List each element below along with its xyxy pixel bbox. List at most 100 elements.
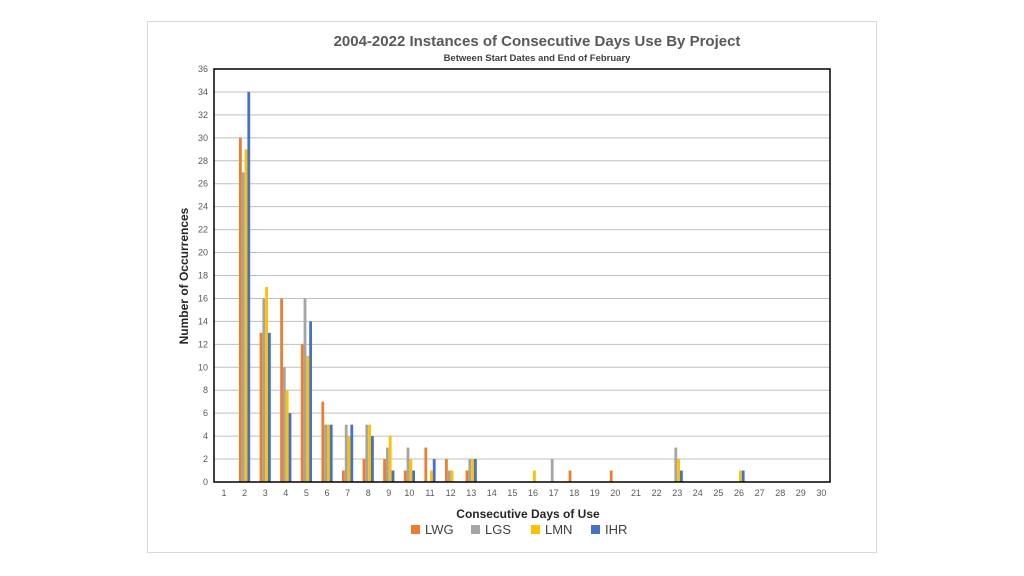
bar-lgs (262, 298, 266, 482)
legend-label-lwg: LWG (425, 522, 454, 537)
x-tick-label: 27 (755, 488, 765, 498)
bar-lmn (306, 355, 310, 482)
y-tick-label: 26 (198, 179, 208, 189)
bar-lwg (568, 470, 572, 482)
bar-lgs (550, 459, 554, 482)
x-tick-label: 2 (242, 488, 247, 498)
y-tick-label: 16 (198, 293, 208, 303)
legend-label-ihr: IHR (605, 522, 627, 537)
y-tick-label: 28 (198, 156, 208, 166)
legend-swatch-ihr (591, 525, 600, 534)
bar-ihr (329, 424, 333, 482)
y-axis-label: Number of Occurrences (177, 207, 191, 344)
bar-lgs (303, 298, 307, 482)
bar-lmn (430, 470, 433, 482)
bar-lwg (609, 470, 613, 482)
legend-label-lmn: LMN (545, 522, 572, 537)
legend-label-lgs: LGS (485, 522, 511, 537)
y-tick-label: 14 (198, 316, 208, 326)
legend: LWG LGS LMN IHR (411, 522, 627, 537)
gridlines (214, 68, 830, 483)
x-tick-label: 10 (404, 488, 414, 498)
bar-lmn (347, 436, 351, 482)
bar-lmn (677, 459, 680, 482)
bars (239, 91, 745, 483)
bar-lmn (265, 286, 268, 482)
x-tick-label: 12 (446, 488, 456, 498)
bar-ihr (391, 470, 395, 482)
bar-lwg (300, 344, 304, 482)
y-tick-label: 2 (203, 454, 208, 464)
x-tick-label: 24 (693, 488, 703, 498)
x-tick-label: 23 (672, 488, 682, 498)
bar-lwg (445, 459, 448, 482)
x-tick-label: 22 (652, 488, 662, 498)
y-tick-label: 18 (198, 271, 208, 281)
y-tick-label: 24 (198, 202, 208, 212)
x-tick-label: 7 (345, 488, 350, 498)
y-tick-label: 36 (198, 64, 208, 74)
bar-lgs (406, 447, 410, 482)
x-tick-label: 3 (263, 488, 268, 498)
plot-area-border (213, 68, 831, 483)
x-tick-label: 16 (528, 488, 538, 498)
x-tick-label: 18 (569, 488, 579, 498)
bar-lmn (368, 424, 371, 482)
legend-swatch-lgs (471, 525, 480, 534)
chart-frame: 2004-2022 Instances of Consecutive Days … (147, 21, 877, 553)
chart-title: 2004-2022 Instances of Consecutive Days … (334, 33, 741, 50)
bar-lmn (327, 424, 330, 482)
x-tick-label: 8 (366, 488, 371, 498)
bar-lwg (259, 332, 263, 482)
x-tick-label: 6 (324, 488, 329, 498)
bar-ihr (350, 424, 354, 482)
y-tick-label: 6 (203, 408, 208, 418)
x-tick-label: 5 (304, 488, 309, 498)
x-tick-label: 25 (713, 488, 723, 498)
x-tick-label: 17 (549, 488, 559, 498)
bar-ihr (412, 470, 415, 482)
bar-lwg (342, 470, 345, 482)
bar-lwg (403, 470, 407, 482)
bar-lgs (283, 367, 286, 482)
x-tick-label: 26 (734, 488, 744, 498)
bar-lmn (409, 459, 413, 482)
x-tick-label: 14 (487, 488, 497, 498)
bar-ihr (288, 413, 292, 482)
bar-lwg (383, 459, 386, 482)
bar-ihr (309, 321, 312, 482)
bar-lmn (388, 436, 392, 482)
x-tick-label: 4 (283, 488, 288, 498)
bar-lwg (280, 298, 283, 482)
bar-lmn (285, 390, 289, 482)
x-tick-label: 28 (775, 488, 785, 498)
y-tick-label: 30 (198, 133, 208, 143)
bar-lgs (386, 447, 389, 482)
x-tick-label: 9 (386, 488, 391, 498)
x-tick-label: 13 (466, 488, 476, 498)
bar-ihr (247, 91, 251, 482)
x-axis-ticks: 1 2 3 4 5 6 7 8 9 10 11 12 13 14 15 16 17 18 19 20 21 22 23 24 2… (221, 488, 826, 498)
x-axis-label: Consecutive Days of Use (456, 507, 600, 521)
bar-ihr (474, 459, 477, 482)
bar-lwg (424, 447, 428, 482)
bar-lmn (739, 470, 742, 482)
bar-lmn (533, 470, 536, 482)
bar-lgs (241, 172, 245, 482)
bar-lgs (365, 424, 369, 482)
chart-subtitle: Between Start Dates and End of February (444, 53, 632, 64)
bar-lgs (324, 424, 327, 482)
bar-ihr (741, 470, 745, 482)
bar-lwg (239, 137, 242, 482)
bar-ihr (371, 436, 374, 482)
bar-lgs (447, 470, 451, 482)
bar-lwg (321, 401, 325, 482)
y-tick-label: 4 (203, 431, 208, 441)
bar-lmn (471, 459, 474, 482)
bar-lgs (674, 447, 678, 482)
bar-ihr (680, 470, 683, 482)
x-tick-label: 15 (507, 488, 517, 498)
x-tick-label: 29 (796, 488, 806, 498)
bar-lmn (450, 470, 454, 482)
